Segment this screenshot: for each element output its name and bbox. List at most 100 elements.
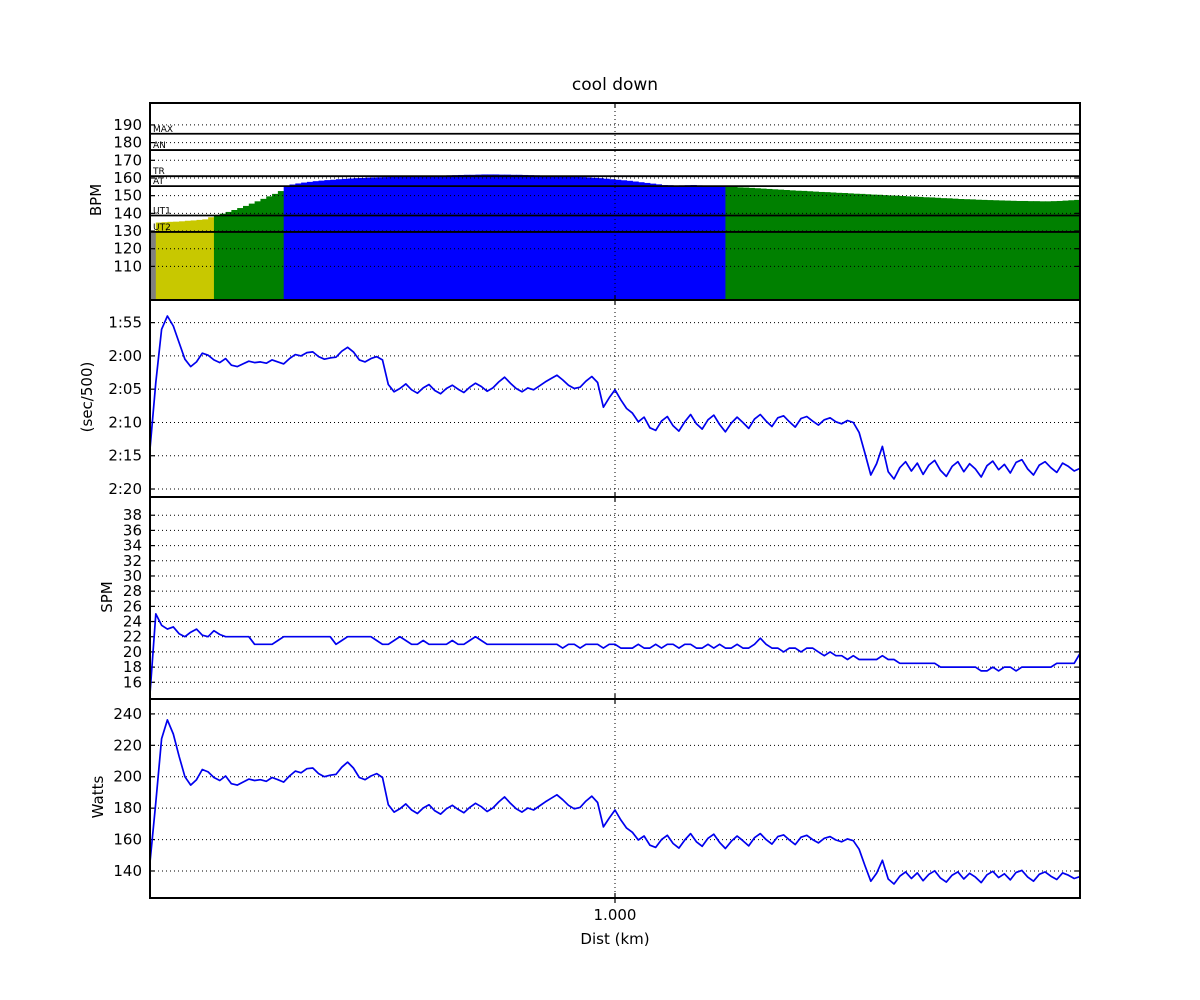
- hr-bar: [876, 194, 883, 300]
- y-tick-label: 180: [113, 134, 142, 152]
- hr-bar: [888, 195, 895, 300]
- hr-bar: [1074, 199, 1081, 300]
- hr-bar: [411, 176, 418, 300]
- y-tick-label: 160: [113, 169, 142, 187]
- hr-bar: [492, 174, 500, 300]
- hr-bar: [969, 199, 976, 300]
- hr-bar: [678, 185, 686, 300]
- hr-bar: [469, 174, 476, 300]
- hr-bar: [498, 174, 506, 300]
- hr-bar: [702, 185, 709, 300]
- hr-bar: [725, 186, 732, 300]
- hr-bar: [928, 197, 936, 300]
- hr-bar: [237, 208, 244, 300]
- hr-bar: [690, 185, 697, 300]
- hr-bar: [673, 185, 680, 300]
- hr-bar: [946, 198, 953, 300]
- chart-title: cool down: [571, 75, 659, 95]
- hr-bar: [336, 179, 343, 300]
- hr-bar: [719, 185, 726, 300]
- hr-bar: [789, 190, 796, 300]
- hr-bar: [475, 174, 482, 300]
- hr-bar: [609, 179, 616, 300]
- hr-bar: [161, 222, 168, 300]
- hr-bar: [731, 186, 738, 300]
- hr-bar: [655, 184, 662, 300]
- hr-bar: [998, 200, 1005, 300]
- hr-bar: [742, 187, 750, 300]
- hr-bar: [1062, 200, 1069, 300]
- hr-bar: [963, 199, 971, 300]
- hr-bar: [603, 178, 610, 300]
- hr-bar: [155, 222, 163, 300]
- hr-bar: [556, 176, 564, 300]
- y-tick-label: 160: [113, 831, 142, 849]
- y-tick-label: 30: [123, 567, 142, 585]
- hr-bar: [266, 196, 273, 300]
- y-tick-label: 200: [113, 768, 142, 786]
- hr-bar: [801, 190, 808, 300]
- hr-bar: [580, 177, 587, 300]
- hr-bar: [481, 174, 488, 300]
- hr-bar: [708, 185, 715, 300]
- hr-bar: [853, 193, 860, 300]
- y-tick-label: 2:00: [108, 347, 142, 365]
- hr-bar: [522, 174, 529, 300]
- hr-bar: [353, 178, 360, 300]
- hr-bar: [527, 175, 535, 300]
- hr-bar: [1010, 200, 1017, 300]
- hr-bar: [632, 181, 639, 300]
- y-tick-label: 34: [123, 537, 142, 555]
- hr-bar: [847, 193, 854, 300]
- hr-bar: [429, 175, 436, 300]
- hr-bar: [574, 176, 581, 300]
- hr-bar: [225, 211, 232, 300]
- hr-bar: [841, 193, 848, 300]
- hr-bar: [934, 197, 941, 300]
- hr-bar: [533, 175, 540, 300]
- hr-bar: [830, 192, 837, 300]
- hr-bar: [417, 176, 424, 300]
- hr-bar: [987, 200, 994, 300]
- hr-bar: [626, 180, 633, 300]
- hr-bar: [399, 176, 407, 300]
- hr-bar: [394, 176, 401, 300]
- hr-bar: [766, 188, 773, 300]
- hr-bar: [568, 176, 575, 300]
- panel-watts: 140 160 180 200 220 240: [113, 698, 1081, 899]
- y-tick-label: 16: [123, 673, 142, 691]
- hr-bar: [1056, 200, 1064, 300]
- panel-pace: 1:55 2:00 2:05 2:10 2:15 2:20: [108, 299, 1081, 498]
- hr-bar: [179, 221, 186, 300]
- hr-bar: [1016, 200, 1023, 300]
- hr-bar: [940, 198, 947, 300]
- hr-zone-label-ut1: UT1: [153, 206, 171, 216]
- y-tick-label: 240: [113, 705, 142, 723]
- hr-bar: [173, 221, 180, 300]
- y-tick-label: 140: [113, 862, 142, 880]
- y-tick-label: 24: [123, 613, 142, 631]
- y-tick-label: 220: [113, 736, 142, 754]
- hr-bar: [1021, 200, 1029, 300]
- hr-bar: [539, 175, 546, 300]
- watts-line: [149, 719, 1081, 885]
- hr-bar: [283, 185, 290, 300]
- hr-bar: [219, 213, 227, 300]
- y-tick-label: 28: [123, 582, 142, 600]
- hr-bar: [248, 203, 256, 300]
- hr-bar: [870, 194, 878, 300]
- hr-bar: [516, 174, 523, 300]
- hr-bar: [661, 185, 668, 300]
- hr-bar: [696, 185, 703, 300]
- spm-line: [149, 613, 1081, 694]
- hr-bar: [347, 178, 354, 300]
- hr-bar: [446, 175, 453, 300]
- y-tick-label: 20: [123, 643, 142, 661]
- y-tick-label: 180: [113, 799, 142, 817]
- x-tick-label: 1.000: [594, 906, 637, 924]
- y-axis-label-pace: (sec/500): [78, 361, 96, 433]
- y-tick-label: 110: [113, 257, 142, 275]
- y-tick-label: 2:15: [108, 447, 142, 465]
- hr-bar: [295, 183, 302, 300]
- hr-bar: [957, 199, 965, 300]
